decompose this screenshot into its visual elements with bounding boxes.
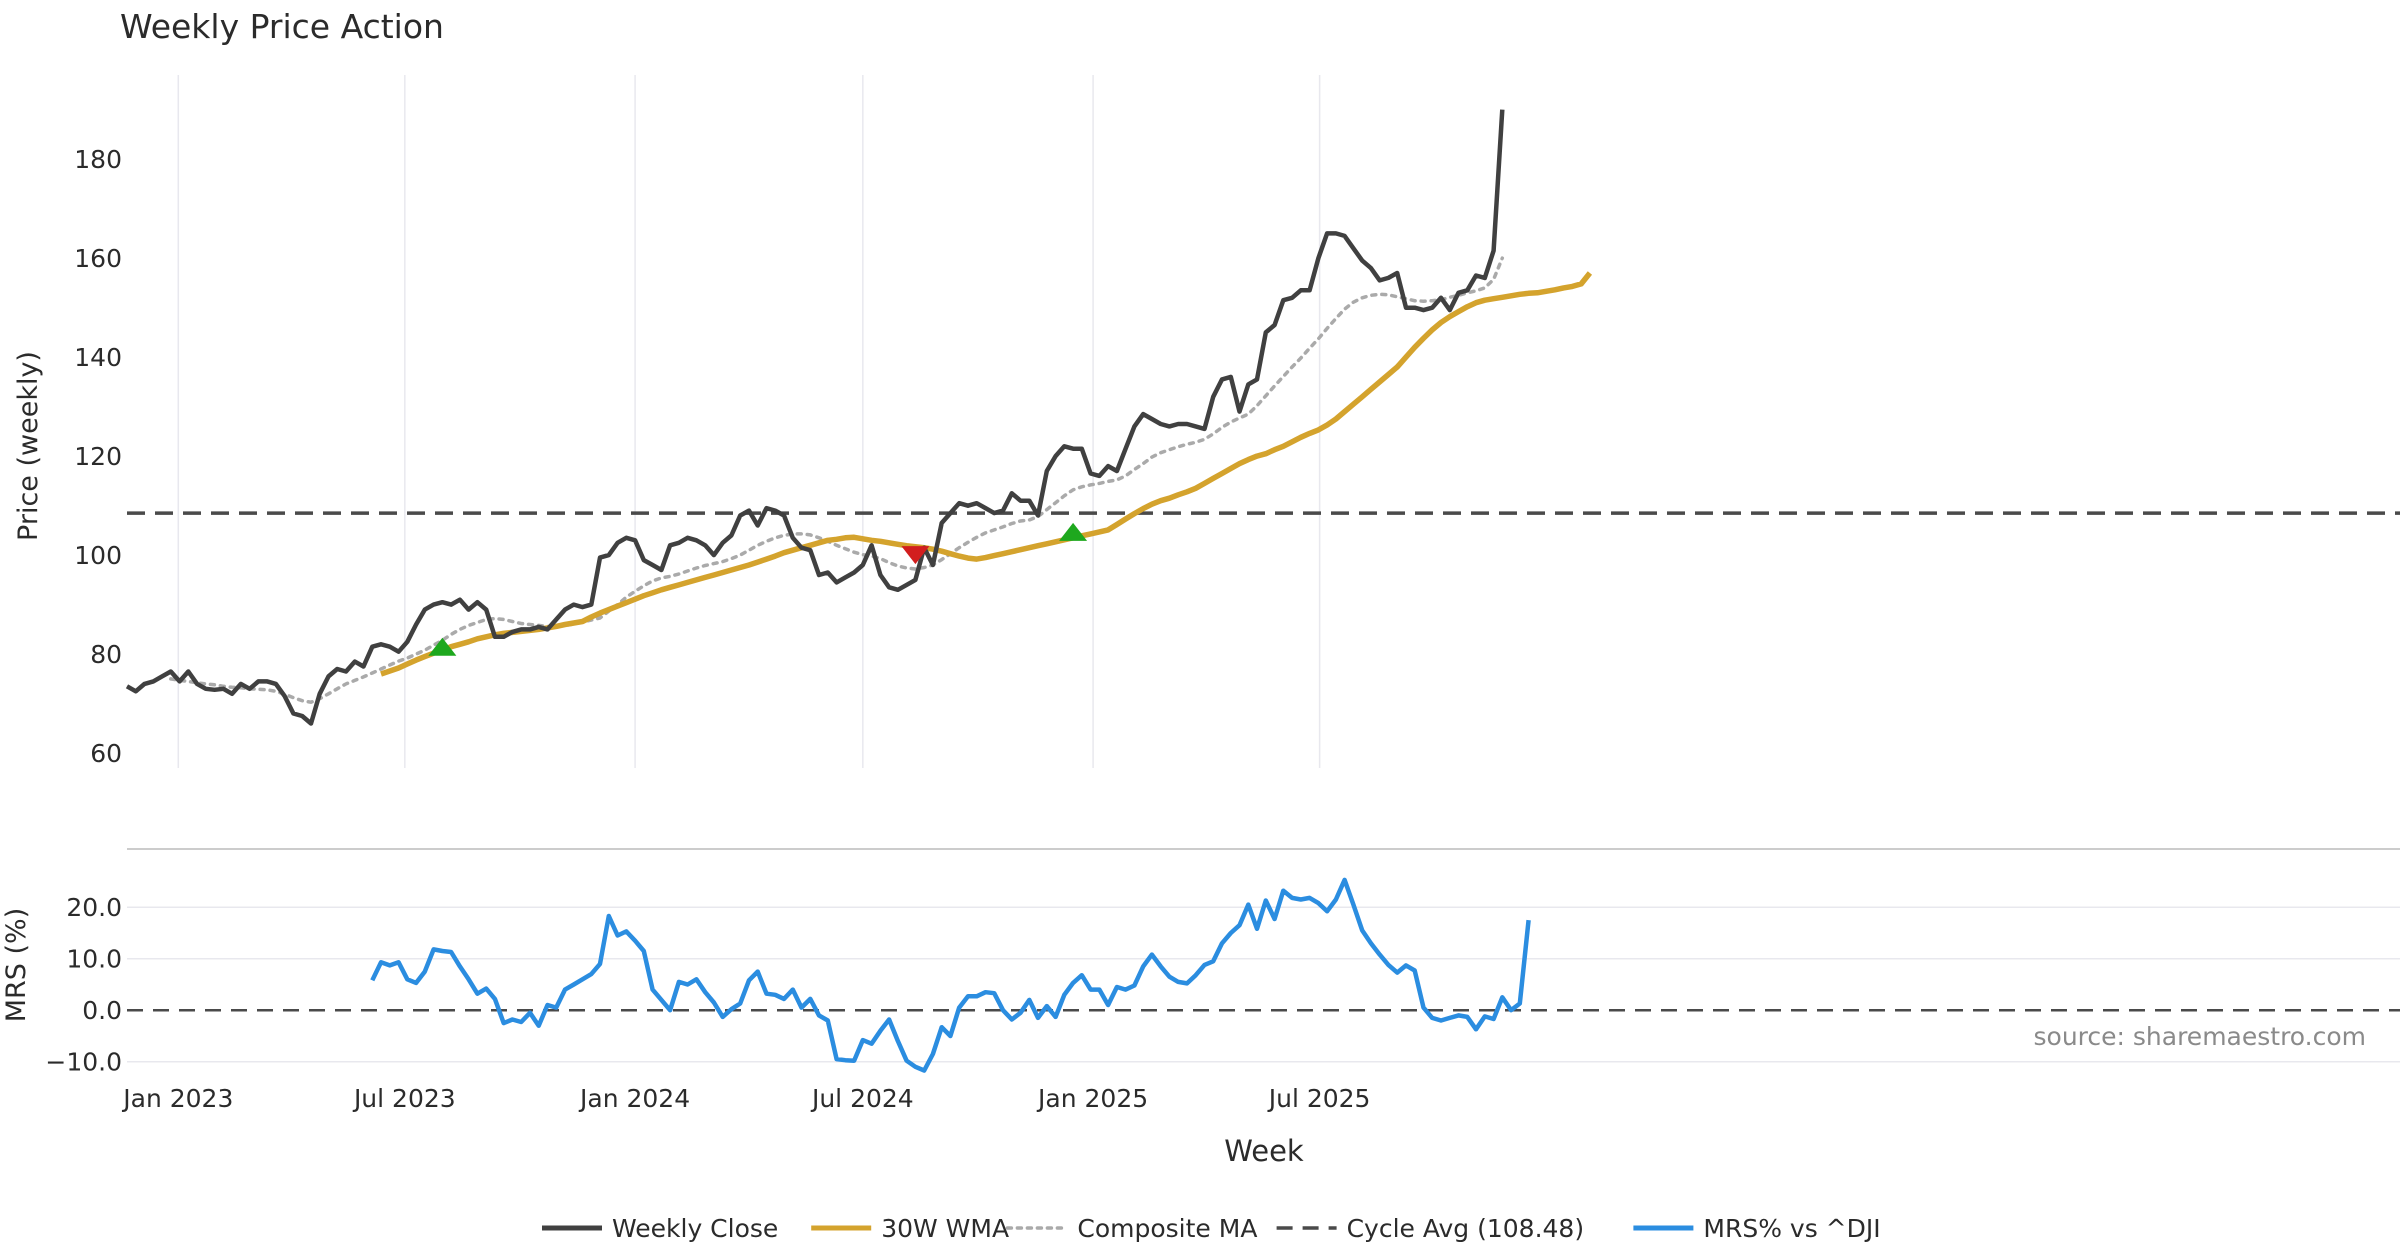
x-axis: Jan 2023 Jul 2023 Jan 2024 Jul 2024 Jan 2025… xyxy=(121,1084,1370,1113)
composite-ma-series xyxy=(169,256,1505,705)
buy-signal-marker xyxy=(428,637,457,656)
legend-label: Cycle Avg (108.48) xyxy=(1347,1214,1585,1243)
price-y-axis-label: Price (weekly) xyxy=(13,351,44,541)
x-tick-label: Jul 2023 xyxy=(352,1084,456,1113)
x-tick-label: Jan 2025 xyxy=(1036,1084,1148,1113)
price-y-tick-label: 140 xyxy=(74,343,122,372)
x-tick-label: Jul 2025 xyxy=(1267,1084,1371,1113)
source-note: source: sharemaestro.com xyxy=(2034,1022,2367,1051)
price-y-tick-label: 80 xyxy=(90,640,122,669)
price-panel: 60 80 100 120 140 160 180 xyxy=(74,109,2400,768)
mrs-y-tick-label: −10.0 xyxy=(45,1048,122,1077)
legend-label: 30W WMA xyxy=(881,1214,1009,1243)
legend-label: Weekly Close xyxy=(612,1214,778,1243)
sell-signal-marker xyxy=(901,546,930,565)
x-axis-label: Week xyxy=(1224,1134,1304,1168)
x-tick-label: Jan 2024 xyxy=(578,1084,690,1113)
mrs-y-tick-label: 0.0 xyxy=(82,996,122,1025)
x-gridlines xyxy=(177,75,1321,768)
price-y-tick-label: 60 xyxy=(90,739,122,768)
legend: Weekly Close 30W WMA Composite MA Cycle Avg… xyxy=(542,1214,1881,1243)
mrs-y-tick-label: 20.0 xyxy=(66,893,122,922)
x-tick-label: Jul 2024 xyxy=(810,1084,914,1113)
price-y-tick-label: 180 xyxy=(74,145,122,174)
price-y-tick-label: 120 xyxy=(74,442,122,471)
x-tick-label: Jan 2023 xyxy=(121,1084,233,1113)
mrs-y-tick-label: 10.0 xyxy=(66,945,122,974)
buy-signal-marker xyxy=(1059,522,1088,541)
wma-30w-series xyxy=(380,271,1593,677)
mrs-dji-series xyxy=(370,877,1531,1073)
chart-title: Weekly Price Action xyxy=(120,7,444,46)
legend-label: MRS% vs ^DJI xyxy=(1703,1214,1880,1243)
mrs-panel: 20.0 10.0 0.0 −10.0 xyxy=(45,877,2400,1077)
price-y-tick-label: 160 xyxy=(74,244,122,273)
weekly-close-series xyxy=(125,109,1505,726)
legend-label: Composite MA xyxy=(1077,1214,1257,1243)
price-y-tick-label: 100 xyxy=(74,541,122,570)
mrs-y-axis-label: MRS (%) xyxy=(1,908,32,1023)
